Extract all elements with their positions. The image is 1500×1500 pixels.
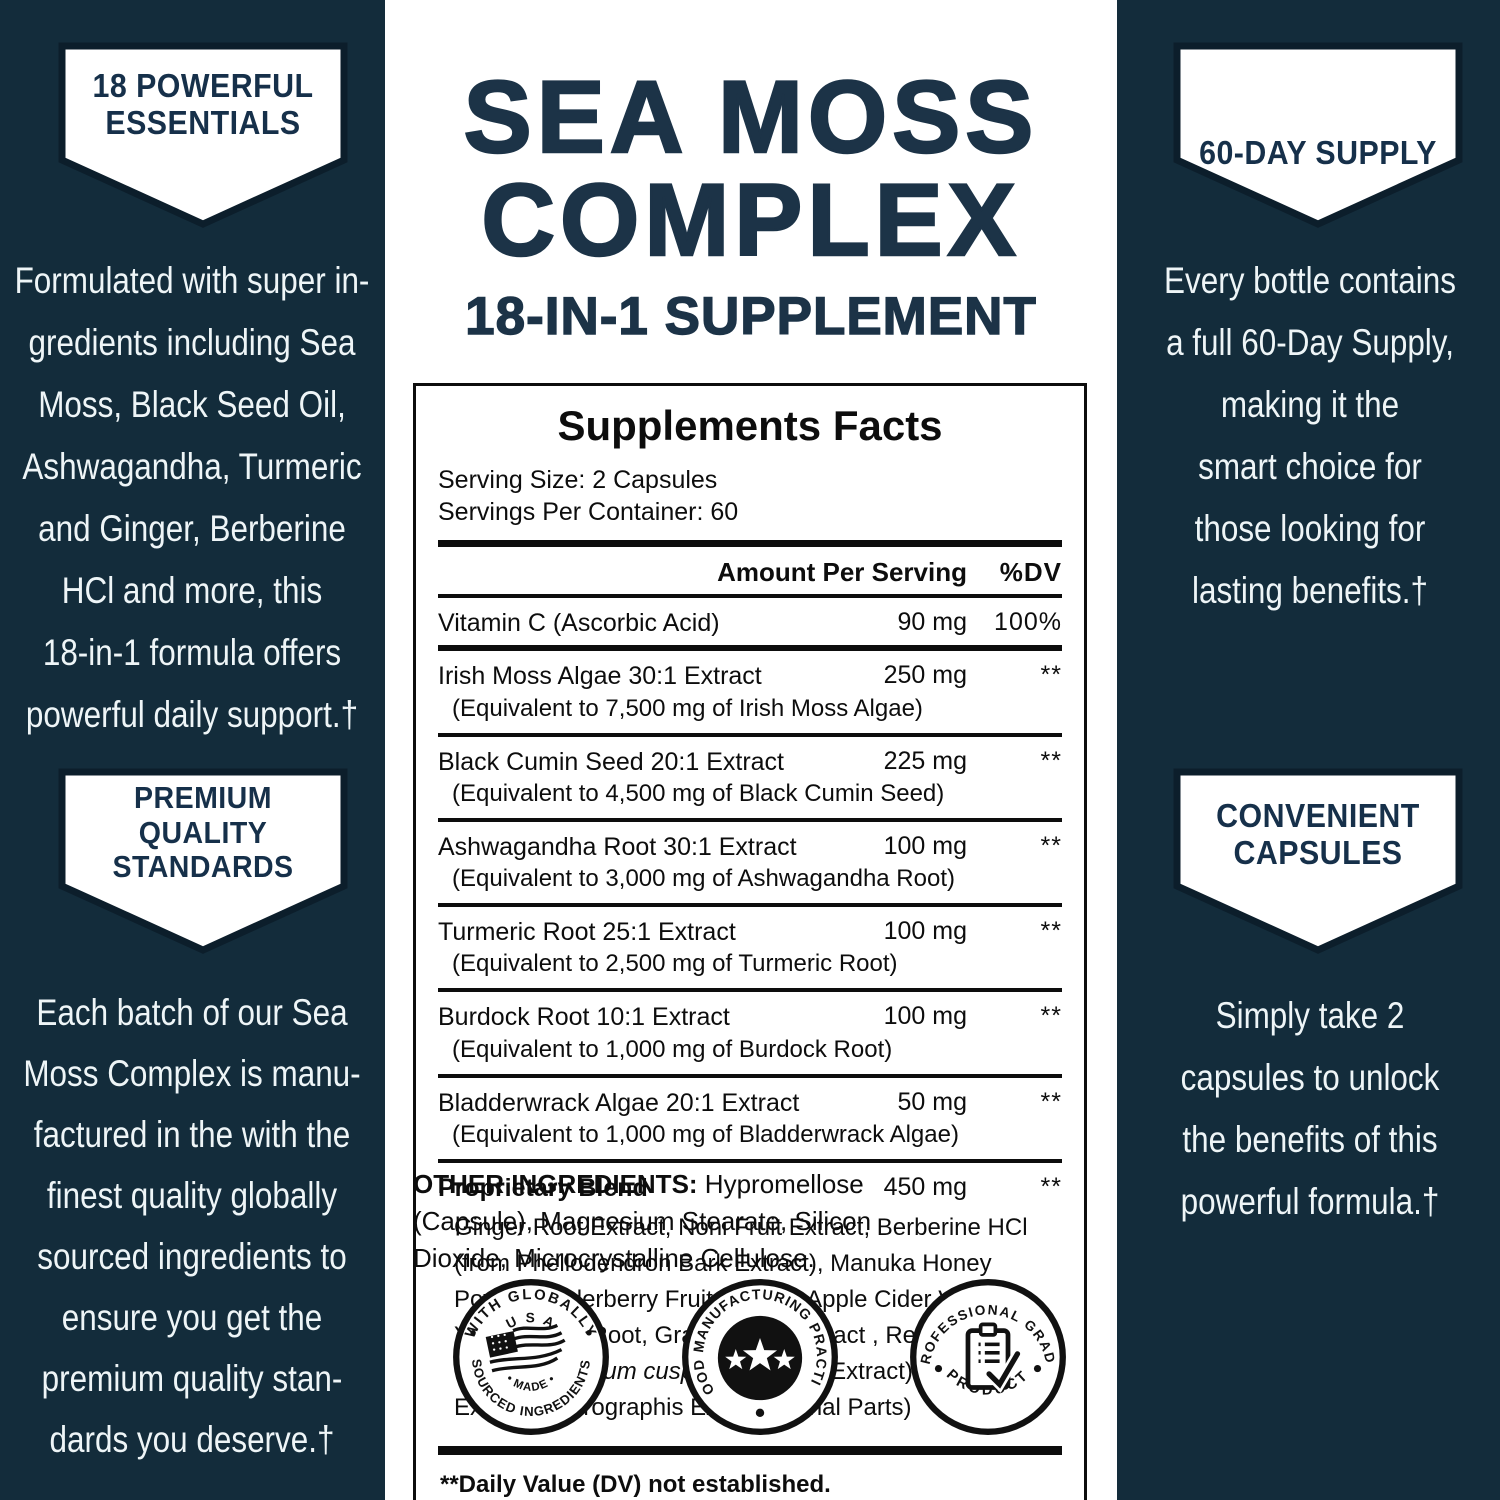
divider — [438, 540, 1062, 547]
badge-line: PREMIUM — [134, 779, 272, 815]
other-ingredients-label: OTHER INGREDIENTS: — [413, 1169, 698, 1199]
facts-row-subtext: (Equivalent to 1,000 mg of Burdock Root) — [452, 1035, 893, 1063]
divider — [438, 1158, 1062, 1163]
facts-row-subtext: (Equivalent to 2,500 mg of Turmeric Root… — [452, 950, 898, 978]
pentagon-badge-shape — [1173, 768, 1463, 954]
badge-line: QUALITY — [138, 814, 268, 850]
other-ingredients: OTHER INGREDIENTS: Hypromellose (Capsule… — [413, 1166, 953, 1277]
servings-per-container: Servings Per Container: 60 — [438, 498, 739, 526]
clipboard-checkmark-icon — [965, 1322, 1023, 1393]
facts-row-ashwagandha: Ashwagandha Root 30:1 Extract 100 mg ** — [438, 831, 1062, 861]
facts-header-row: Amount Per Serving %DV — [438, 553, 1062, 588]
facts-title: Supplements Facts — [557, 402, 943, 449]
right-paragraph-1: Every bottle contains a full 60-Day Supp… — [1164, 260, 1456, 611]
facts-row-proprietary-blend: Proprietary Blend 450 mg ** — [438, 1172, 1062, 1202]
badge-18-powerful-essentials: 18 POWERFUL ESSENTIALS — [58, 42, 348, 230]
divider — [438, 1073, 1062, 1078]
product-title-line1: SEA MOSS — [462, 60, 1039, 174]
column-amount-per-serving: Amount Per Serving — [717, 557, 967, 587]
badge-convenient-capsules: CONVENIENT CAPSULES — [1173, 768, 1463, 956]
column-dv: %DV — [999, 557, 1062, 587]
product-subtitle: 18-IN-1 SUPPLEMENT — [464, 286, 1037, 347]
facts-row-turmeric: Turmeric Root 25:1 Extract 100 mg ** — [438, 917, 1062, 946]
divider — [438, 645, 1062, 652]
right-panel: 60-DAY SUPPLY Every bottle contains a fu… — [1117, 0, 1500, 1500]
facts-row-burdock: Burdock Root 10:1 Extract 100 mg ** — [438, 1002, 1062, 1032]
divider — [438, 903, 1062, 907]
made-in-usa-stamp-icon: WITH GLOBALLY U S A — [453, 1279, 609, 1435]
divider — [438, 988, 1062, 993]
badge-line: ESSENTIALS — [105, 104, 301, 141]
divider — [438, 594, 1062, 598]
facts-row-subtext: (Equivalent to 4,500 mg of Black Cumin S… — [452, 779, 945, 807]
center-column: SEA MOSS COMPLEX 18-IN-1 SUPPLEMENT Supp… — [385, 0, 1117, 1500]
badge-line: STANDARDS — [112, 849, 294, 885]
professional-grade-stamp-icon: PROFESSIONAL GRADE PRODUCT — [909, 1278, 1066, 1435]
badge-line: 18 POWERFUL — [92, 67, 314, 105]
other-ingredients-text: Hypromellose (Capsule), Magnesium Steara… — [413, 1169, 872, 1273]
left-paragraph-1: Formulated with super in- gredients incl… — [14, 260, 370, 735]
product-title-line2: COMPLEX — [480, 163, 1021, 278]
badge-line: CONVENIENT — [1216, 797, 1420, 835]
three-stars-icon — [724, 1338, 795, 1371]
facts-row-vitamin-c: Vitamin C (Ascorbic Acid) 90 mg 100% — [438, 608, 1062, 637]
stamp-text-made: • MADE • — [504, 1373, 558, 1394]
pentagon-badge-shape — [1173, 42, 1463, 228]
facts-row-irish-moss: Irish Moss Algae 30:1 Extract 250 mg ** — [438, 661, 1062, 691]
pentagon-badge-shape — [58, 42, 348, 228]
badge-line: CAPSULES — [1233, 834, 1403, 871]
serving-size: Serving Size: 2 Capsules — [438, 466, 718, 494]
divider — [438, 1446, 1062, 1455]
usa-flag-icon — [485, 1323, 566, 1373]
facts-row-bladderwrack: Bladderwrack Algae 20:1 Extract 50 mg ** — [438, 1087, 1062, 1117]
facts-row-subtext: (Equivalent to 7,500 mg of Irish Moss Al… — [452, 694, 923, 722]
pentagon-badge-shape — [58, 768, 348, 954]
badge-premium-quality-standards: PREMIUM QUALITY STANDARDS — [58, 768, 348, 956]
svg-text:• MADE •: • MADE • — [504, 1373, 559, 1394]
good-manufacturing-practice-stamp-icon: GOOD MANUFACTURING PRACTICE — [681, 1278, 838, 1435]
facts-row-subtext: (Equivalent to 1,000 mg of Bladderwrack … — [452, 1120, 959, 1148]
dv-footnote: **Daily Value (DV) not established. — [440, 1471, 831, 1498]
left-panel: 18 POWERFUL ESSENTIALS Formulated with s… — [0, 0, 385, 1500]
right-paragraph-2: Simply take 2 capsules to unlock the ben… — [1180, 995, 1440, 1222]
certification-stamps: WITH GLOBALLY U S A — [452, 1278, 1067, 1436]
left-paragraph-2: Each batch of our Sea Moss Complex is ma… — [23, 992, 361, 1460]
facts-row-black-cumin: Black Cumin Seed 20:1 Extract 225 mg ** — [438, 746, 1062, 776]
product-title: SEA MOSS COMPLEX — [385, 60, 1117, 278]
badge-line: 60-DAY SUPPLY — [1199, 134, 1437, 172]
divider — [438, 817, 1062, 822]
facts-row-subtext: (Equivalent to 3,000 mg of Ashwagandha R… — [452, 865, 955, 892]
divider — [438, 732, 1062, 737]
badge-60-day-supply: 60-DAY SUPPLY — [1173, 42, 1463, 230]
